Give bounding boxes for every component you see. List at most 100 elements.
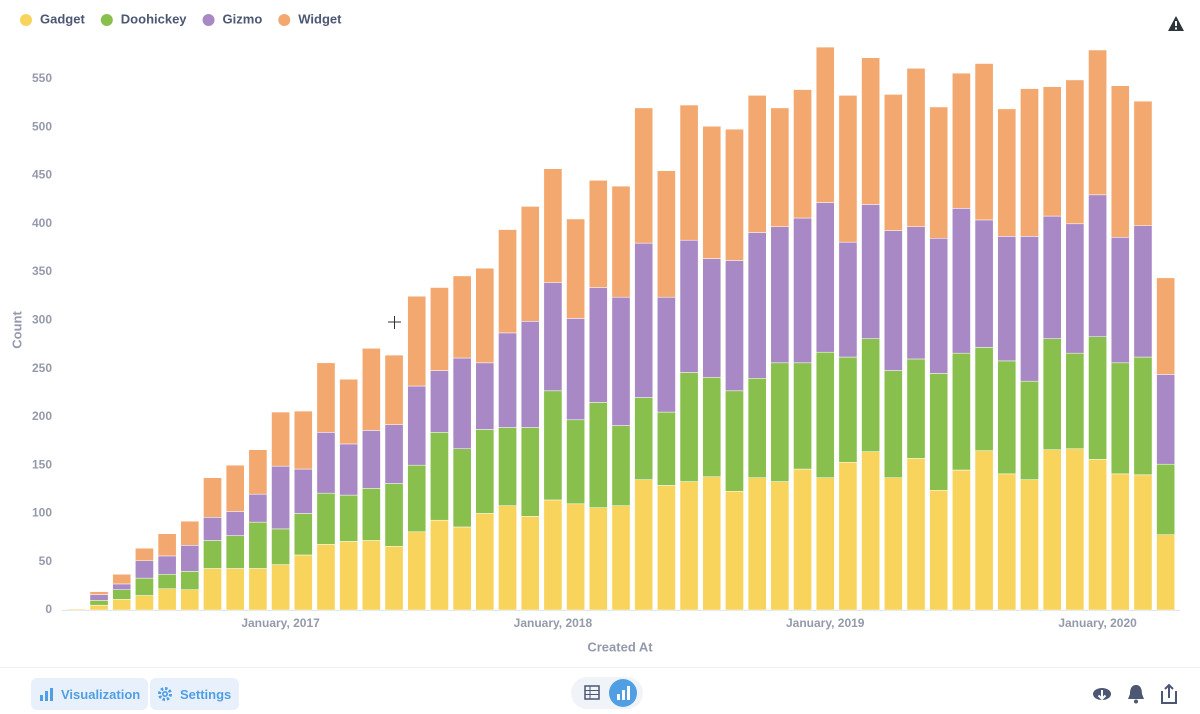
y-tick-label: 500 [32,119,52,133]
bar-segment [430,287,449,371]
settings-button[interactable]: Settings [150,678,240,710]
bar-segment [1133,100,1153,226]
bar-segment [702,126,722,259]
bar-segment [271,411,290,467]
bar-segment [1042,86,1062,217]
bar-segment [498,505,517,611]
bar-segment [1156,277,1175,375]
bar-segment [203,517,222,541]
bar-segment [248,449,268,495]
bar-segment [89,604,109,611]
bar-segment [248,521,268,569]
legend-label: Gizmo [223,11,263,26]
bar-segment [634,242,654,398]
y-tick-label: 0 [45,602,52,616]
bar-segment [157,574,177,590]
bar-segment [793,217,812,364]
bar-segment [1088,336,1107,460]
bar-segment [225,535,245,569]
bar-segment [997,360,1017,475]
bar-segment [520,516,540,611]
bar-segment [929,373,949,491]
bar-segment [611,425,631,506]
button-label: Visualization [61,686,141,702]
toggle-icons [584,679,637,707]
bar-segment [725,128,744,261]
chart: Created At Count 0 50 100 150 200 250 300 350 40… [9,11,1184,654]
share-icon[interactable] [1161,683,1177,704]
bar-segment [974,347,994,451]
bar-segment [679,481,699,611]
y-tick-label: 250 [32,361,52,375]
y-tick-label: 450 [32,168,52,182]
bar-segment [180,545,200,572]
bar-segment [362,488,381,541]
bar-segment [1042,338,1062,450]
bar-segment [543,499,563,611]
bar-segment [974,63,994,221]
bar-segment [952,469,971,611]
bar-segment [1110,85,1130,238]
bar-segment [89,594,109,601]
download-icon[interactable] [1093,688,1111,701]
bar-segment [362,348,381,431]
alert-icon[interactable] [1128,685,1144,704]
bar-segment [838,462,858,611]
bar-segment [702,476,722,611]
x-axis-title: Created At [587,639,653,654]
bar-segment [271,465,290,530]
bar-segment [248,568,268,611]
x-tick-label: January, 2019 [786,616,865,630]
bar-segment [452,526,472,611]
bar-segment [520,427,540,517]
bar-segment [883,230,903,371]
legend-item[interactable]: Gizmo [202,11,263,26]
legend-swatch [100,14,113,26]
bar-segment [634,479,654,611]
bar-segment [407,531,427,611]
bar-segment [679,239,699,373]
bar-segment [929,238,949,374]
bar-segment [89,600,109,606]
bar-segment [952,208,971,354]
bar-segment [430,432,449,521]
legend-label: Gadget [40,11,85,26]
bar-segment [588,402,608,508]
bar-segment [1020,88,1039,237]
bar-segment [316,492,336,545]
bar-segment [225,464,245,512]
bar-segment [362,540,381,611]
bar-segment [180,520,200,546]
bar-segment [271,564,290,611]
bar-segment [293,554,313,611]
bar-segment [952,352,971,471]
bar-segment [180,571,200,590]
bar-segment [1020,236,1039,382]
visualization-button[interactable]: Visualization [31,678,149,710]
legend-item[interactable]: Doohickey [100,11,188,26]
bar-segment [89,591,109,595]
footer: Visualization Settings [0,667,1200,713]
bar-segment [657,485,676,611]
bar-segment [861,204,880,339]
bar-segment [1088,459,1107,611]
warning-icon[interactable] [1168,16,1184,31]
bar-segment [679,104,699,241]
bar-segment [566,318,585,421]
bar-segment [974,450,994,611]
chart-toggle[interactable] [609,679,637,707]
bar-segment [793,362,812,470]
bar-segment [1156,374,1175,465]
bar-segment [861,451,880,611]
chart-icon [40,688,53,701]
bar-segment [339,378,359,445]
bar-segment [384,354,404,425]
bar-segment [815,202,835,353]
bar-segment [1020,479,1039,611]
legend-item[interactable]: Widget [278,11,342,26]
x-tick-label: January, 2018 [514,616,593,630]
table-toggle[interactable] [584,685,600,700]
legend-item[interactable]: Gadget [20,11,85,26]
bar-segment [271,528,290,565]
bar-segment [407,464,427,533]
